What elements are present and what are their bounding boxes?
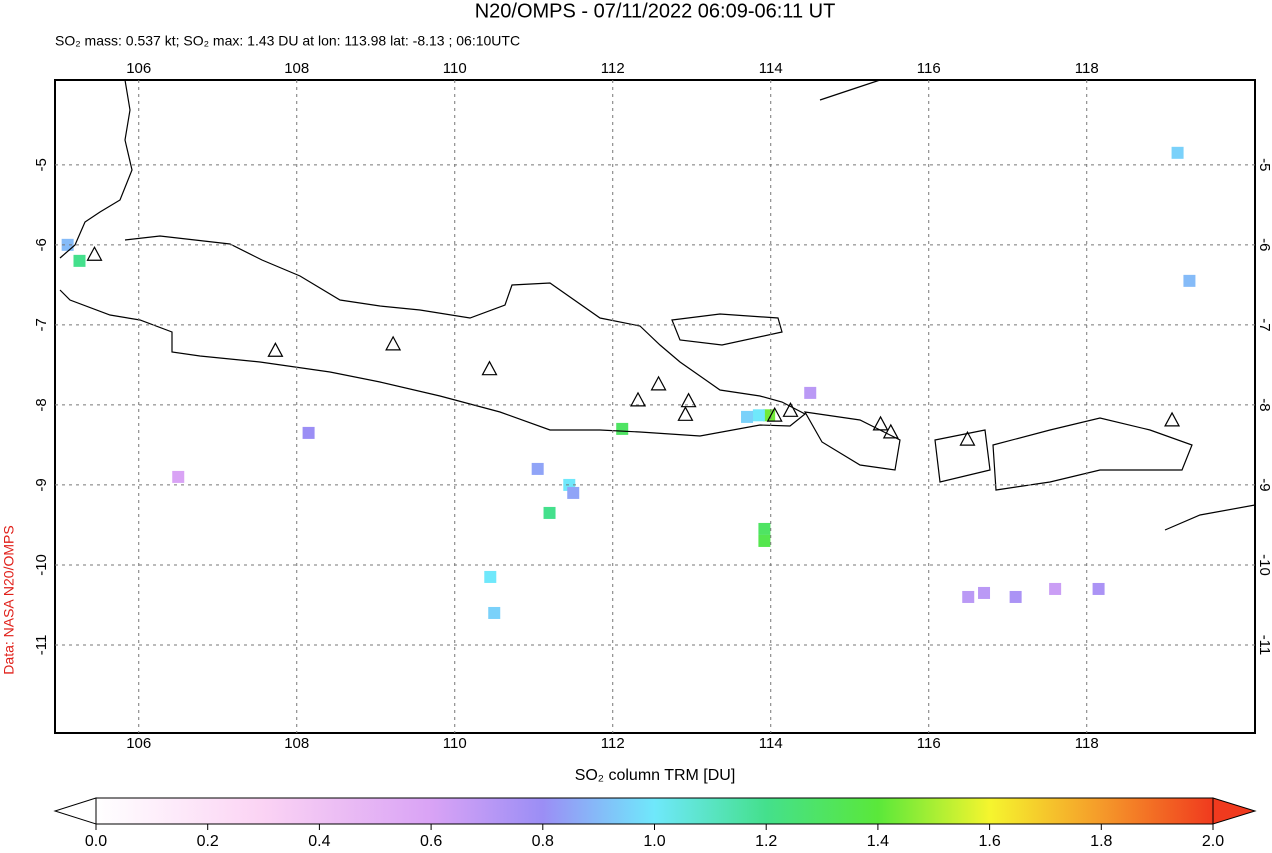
so2-pixel — [61, 238, 74, 251]
colorbar-max-arrow — [1212, 797, 1257, 825]
x-tick-label-bottom: 116 — [917, 735, 941, 752]
so2-pixel — [1171, 146, 1184, 159]
so2-pixel — [962, 590, 975, 603]
so2-pixel — [531, 462, 544, 475]
colorbar-min-arrow — [53, 797, 97, 825]
y-tick-label-left: -5 — [33, 158, 50, 171]
so2-pixel — [1009, 590, 1022, 603]
x-tick-label-bottom: 110 — [443, 735, 467, 752]
so2-pixel — [1049, 582, 1062, 595]
so2-pixel — [543, 506, 556, 519]
so2-pixels — [61, 146, 1196, 619]
coast-java — [59, 235, 807, 437]
so2-pixel — [758, 522, 771, 535]
x-tick-label-top: 106 — [126, 60, 151, 77]
x-tick-label-top: 114 — [759, 60, 783, 77]
x-tick-label-bottom: 106 — [126, 735, 151, 752]
volcano-marker — [782, 402, 799, 417]
chart-subtitle: SO₂ mass: 0.537 kt; SO₂ max: 1.43 DU at … — [55, 33, 520, 49]
coast-sumatra — [59, 80, 133, 259]
map-frame — [54, 79, 1256, 734]
so2-pixel — [1092, 582, 1105, 595]
colorbar-tick-label: 1.4 — [867, 833, 889, 850]
volcano-marker — [1164, 411, 1181, 427]
colorbar-tick-label: 1.2 — [755, 833, 777, 850]
volcano-marker — [385, 335, 402, 351]
so2-pixel — [567, 486, 580, 499]
so2-pixel — [616, 422, 629, 435]
colorbar-tick-label: 1.6 — [978, 833, 1000, 850]
volcano-marker — [630, 391, 647, 407]
x-tick-label-top: 116 — [917, 60, 941, 77]
source-label: Data: NASA N20/OMPS — [1, 525, 17, 674]
y-tick-label-right: -10 — [1256, 554, 1272, 576]
colorbar: 0.0 0.2 0.4 0.6 0.8 1.0 1.2 1.4 1.6 1.8 2.0 — [53, 797, 1257, 850]
y-tick-label-right: -6 — [1256, 238, 1272, 251]
colorbar-bar — [95, 797, 1214, 825]
y-tick-label-right: -8 — [1256, 398, 1272, 411]
colorbar-tick-label: 0.0 — [85, 833, 107, 850]
y-tick-label-left: -11 — [33, 635, 50, 656]
x-tick-label-top: 110 — [443, 60, 467, 77]
so2-pixel — [741, 410, 754, 423]
colorbar-tick-label: 0.2 — [197, 833, 219, 850]
colorbar-tick-label: 0.6 — [420, 833, 442, 850]
coast-bali — [803, 411, 901, 471]
so2-pixel — [73, 254, 86, 267]
y-tick-label-left: -7 — [33, 318, 50, 331]
so2-pixel — [484, 570, 497, 583]
y-tick-label-left: -9 — [33, 478, 50, 491]
y-tick-label-right: -5 — [1256, 158, 1272, 171]
volcano-marker — [267, 342, 284, 357]
coast-borneo — [819, 80, 881, 101]
so2-pixel — [758, 534, 771, 547]
y-tick-label-left: -8 — [33, 398, 50, 411]
volcano-marker — [766, 406, 783, 422]
volcano-marker — [650, 375, 667, 391]
coast-sumbawa — [992, 417, 1193, 491]
volcano-marker — [872, 415, 889, 431]
colorbar-tick-label: 2.0 — [1202, 833, 1224, 850]
x-tick-label-bottom: 114 — [759, 735, 783, 752]
x-tick-label-top: 108 — [284, 60, 309, 77]
y-tick-label-left: -6 — [33, 238, 50, 251]
coast-lombok — [934, 429, 991, 483]
volcano-marker — [959, 430, 976, 446]
volcano-marker — [882, 423, 899, 439]
so2-pixel — [1183, 274, 1196, 287]
so2-pixel — [488, 606, 501, 619]
y-tick-label-left: -10 — [33, 554, 50, 576]
x-tick-label-bottom: 118 — [1075, 735, 1099, 752]
coast-madura — [671, 313, 783, 346]
chart-title: N20/OMPS - 07/11/2022 06:09-06:11 UT — [475, 0, 836, 22]
volcano-marker — [677, 406, 694, 421]
colorbar-tick-label: 1.0 — [643, 833, 665, 850]
colorbar-tick-label: 0.8 — [532, 833, 554, 850]
volcano-marker — [86, 245, 103, 261]
so2-pixel — [978, 586, 991, 599]
colorbar-tick-label: 1.8 — [1090, 833, 1112, 850]
x-tick-label-top: 118 — [1075, 60, 1099, 77]
x-tick-label-bottom: 108 — [284, 735, 309, 752]
y-tick-label-right: -11 — [1256, 635, 1272, 656]
y-tick-label-right: -9 — [1256, 478, 1272, 491]
y-tick-label-right: -7 — [1256, 318, 1272, 331]
volcano-marker — [680, 392, 697, 408]
x-tick-label-bottom: 112 — [601, 735, 625, 752]
so2-pixel — [302, 426, 315, 439]
so2-pixel — [804, 386, 817, 399]
colorbar-label: SO₂ column TRM [DU] — [575, 767, 736, 784]
coastlines — [59, 80, 1255, 531]
axes: 106 106 108 108 110 110 112 112 114 114 116 116 118 1… — [33, 60, 1272, 752]
colorbar-tick-label: 0.4 — [308, 833, 330, 850]
coast-sumba — [1164, 504, 1255, 531]
volcano-marker — [481, 360, 498, 376]
so2-pixel — [172, 470, 185, 483]
x-tick-label-top: 112 — [601, 60, 625, 77]
so2-pixel — [752, 409, 765, 422]
